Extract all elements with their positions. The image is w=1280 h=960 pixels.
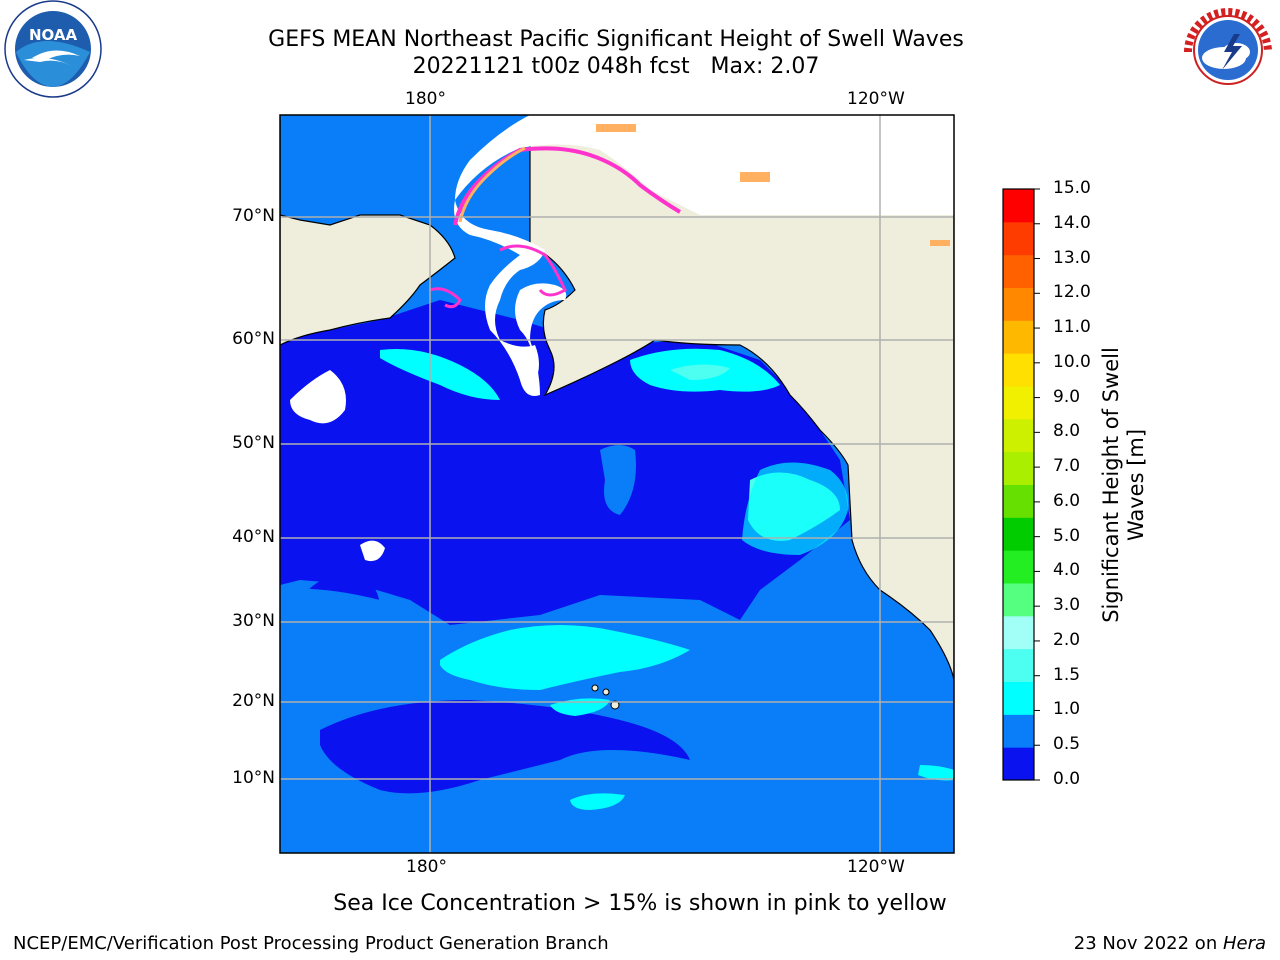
chart-subtitle: 20221121 t00z 048h fcst Max: 2.07 bbox=[412, 54, 820, 79]
footer-date-text: 23 Nov 2022 on bbox=[1073, 933, 1223, 954]
colorbar-tick-label: 0.0 bbox=[1053, 769, 1081, 789]
colorbar-segment bbox=[1003, 484, 1034, 518]
colorbar-tick-label: 8.0 bbox=[1053, 421, 1081, 442]
colorbar-tick-label: 2.0 bbox=[1053, 629, 1081, 650]
colorbar-tick-label: 13.0 bbox=[1053, 247, 1091, 268]
map-gridlines bbox=[280, 115, 954, 853]
lat-label-40n: 40°N bbox=[232, 527, 275, 547]
colorbar-tick-label: 15.0 bbox=[1053, 178, 1091, 198]
colorbar-segment bbox=[1003, 254, 1034, 288]
colorbar-tick-label: 11.0 bbox=[1053, 317, 1091, 338]
colorbar-tick-label: 1.5 bbox=[1053, 664, 1081, 685]
lat-label-10n: 10°N bbox=[232, 768, 275, 788]
lon-label-top-180: 180° bbox=[405, 89, 446, 109]
colorbar-segment bbox=[1003, 320, 1034, 354]
colorbar-label-line1: Significant Height of Swell bbox=[1099, 347, 1123, 623]
colorbar-segment bbox=[1003, 386, 1034, 420]
footer-host: Hera bbox=[1222, 933, 1266, 954]
noaa-logo-icon: NOAA bbox=[4, 0, 102, 98]
lat-label-20n: 20°N bbox=[232, 691, 275, 711]
colorbar-segment bbox=[1003, 615, 1034, 650]
map-frame bbox=[279, 114, 955, 854]
colorbar-segment bbox=[1003, 681, 1034, 715]
footer-date: 23 Nov 2022 on Hera bbox=[1074, 933, 1266, 954]
colorbar-segment bbox=[1003, 189, 1034, 223]
land-asia bbox=[280, 115, 456, 346]
lon-label-bottom-180: 180° bbox=[406, 857, 447, 877]
colorbar-tick-label: 4.0 bbox=[1053, 560, 1081, 581]
lon-label-top-120w: 120°W bbox=[847, 89, 905, 109]
lat-label-60n: 60°N bbox=[232, 329, 275, 349]
colorbar-segment bbox=[1003, 418, 1034, 453]
colorbar-segment bbox=[1003, 221, 1034, 256]
colorbar-segment bbox=[1003, 550, 1034, 584]
sea-ice-edge bbox=[453, 146, 682, 226]
colorbar-tick-label: 5.0 bbox=[1053, 525, 1081, 546]
lat-label-30n: 30°N bbox=[232, 611, 275, 631]
sea-ice-region bbox=[455, 115, 954, 215]
colorbar-segment bbox=[1003, 747, 1034, 781]
colorbar-tick-label: 1.0 bbox=[1053, 699, 1081, 720]
swell-zone-1-1.5 bbox=[440, 625, 690, 690]
colorbar-label-line2: Waves [m] bbox=[1124, 428, 1148, 542]
colorbar-segment bbox=[1003, 287, 1034, 321]
colorbar bbox=[1003, 188, 1040, 781]
colorbar-tick-label: 12.0 bbox=[1053, 282, 1091, 303]
colorbar-segment bbox=[1003, 714, 1034, 748]
lat-label-70n: 70°N bbox=[232, 206, 275, 226]
colorbar-frame bbox=[1002, 188, 1035, 781]
svg-text:NOAA: NOAA bbox=[29, 26, 78, 44]
colorbar-tick-label: 7.0 bbox=[1053, 456, 1081, 477]
colorbar-tick-label: 14.0 bbox=[1053, 212, 1091, 233]
nws-logo-icon bbox=[1180, 2, 1276, 98]
sea-ice-note: Sea Ice Concentration > 15% is shown in … bbox=[333, 891, 947, 916]
colorbar-tick-label: 3.0 bbox=[1053, 595, 1081, 616]
lat-label-50n: 50°N bbox=[232, 433, 275, 453]
colorbar-segment bbox=[1003, 353, 1034, 387]
colorbar-tick-label: 10.0 bbox=[1053, 351, 1091, 372]
colorbar-segment bbox=[1003, 583, 1034, 617]
colorbar-tick-label: 9.0 bbox=[1053, 386, 1081, 407]
colorbar-tick-label: 6.0 bbox=[1053, 490, 1081, 511]
colorbar-segment bbox=[1003, 648, 1034, 682]
lon-label-bottom-120w: 120°W bbox=[847, 857, 905, 877]
chart-title: GEFS MEAN Northeast Pacific Significant … bbox=[268, 27, 964, 52]
colorbar-tick-label: 0.5 bbox=[1053, 734, 1081, 755]
footer-credit: NCEP/EMC/Verification Post Processing Pr… bbox=[13, 933, 609, 954]
colorbar-segment bbox=[1003, 517, 1034, 551]
colorbar-segment bbox=[1003, 451, 1034, 485]
